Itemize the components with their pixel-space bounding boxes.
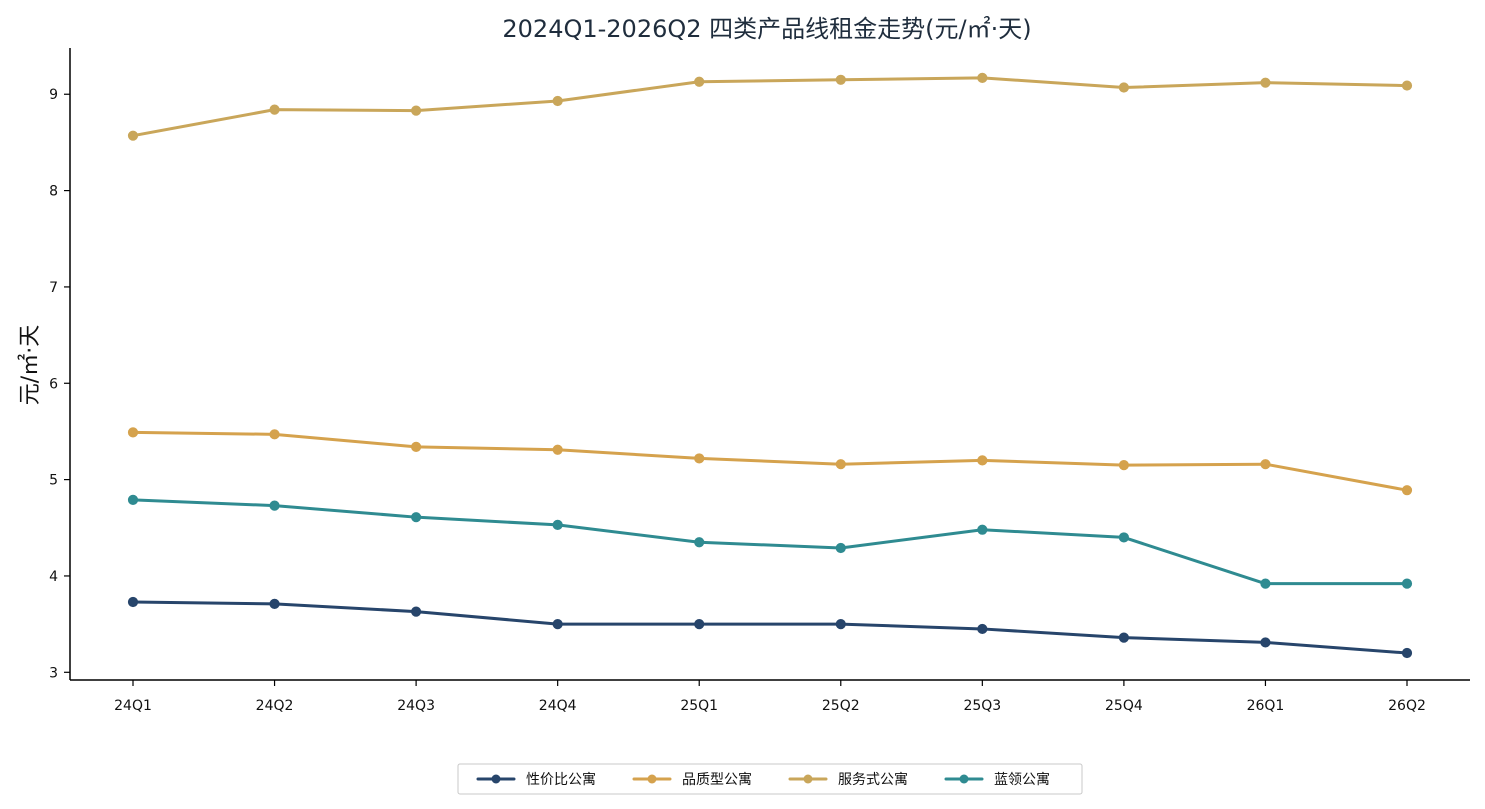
series-point	[411, 512, 422, 523]
legend-box	[457, 763, 1083, 795]
series-point	[835, 74, 846, 85]
series-point	[1118, 532, 1129, 543]
series-point	[977, 455, 988, 466]
legend-marker	[491, 774, 501, 784]
series-point	[835, 542, 846, 554]
series-line	[131, 498, 1409, 586]
series-point	[127, 427, 139, 438]
x-tick-label: 25Q4	[1105, 698, 1143, 714]
legend-marker	[803, 774, 813, 784]
series-layer	[127, 72, 1413, 659]
legend-label: 品质型公寓	[682, 771, 752, 788]
series-point	[977, 524, 988, 535]
series-group	[127, 494, 1413, 589]
x-tick-label: 25Q2	[822, 698, 860, 714]
legend-marker	[959, 774, 969, 784]
y-tick-label: 5	[49, 473, 58, 489]
series-point	[411, 606, 422, 617]
series-point	[694, 619, 705, 630]
x-tick-label: 24Q2	[256, 698, 294, 714]
series-point	[552, 619, 563, 630]
series-point	[694, 453, 705, 464]
series-point	[1260, 77, 1271, 88]
legend-label: 服务式公寓	[838, 771, 908, 788]
series-point	[1118, 632, 1129, 643]
series-point	[127, 596, 139, 608]
series-line	[131, 600, 1409, 655]
series-point	[694, 76, 705, 87]
series-point	[1118, 82, 1129, 93]
series-point	[1118, 460, 1129, 471]
series-point	[1401, 80, 1413, 91]
series-point	[977, 72, 988, 83]
series-point	[977, 623, 988, 635]
y-tick-label: 7	[49, 280, 58, 296]
series-point	[552, 95, 563, 107]
series-point	[1260, 578, 1271, 589]
series-point	[835, 619, 846, 630]
series-point	[552, 519, 563, 530]
series-point	[1260, 637, 1271, 648]
series-point	[835, 459, 846, 470]
axes-layer: 3 4 5 6 7 8 9 24Q1 24Q2 24Q3 24Q4 25Q1 25Q2 25Q3 25Q4 2…	[49, 48, 1470, 714]
x-tick-label: 24Q3	[397, 698, 435, 714]
x-tick-label: 24Q1	[114, 698, 152, 714]
series-point	[552, 444, 563, 455]
series-point	[269, 429, 280, 440]
series-group	[127, 72, 1413, 141]
series-point	[1260, 459, 1271, 470]
legend-label: 蓝领公寓	[994, 771, 1050, 788]
y-tick-label: 6	[49, 376, 58, 392]
series-point	[411, 105, 422, 116]
y-tick-label: 8	[49, 184, 58, 200]
series-point	[127, 494, 139, 505]
series-group	[127, 596, 1413, 659]
series-point	[1401, 578, 1413, 589]
series-point	[127, 130, 139, 141]
x-tick-label: 26Q2	[1388, 698, 1426, 714]
series-point	[269, 500, 280, 511]
series-point	[1401, 485, 1413, 496]
x-tick-label: 25Q3	[963, 698, 1001, 714]
series-point	[694, 537, 705, 548]
legend: 性价比公寓 品质型公寓 服务式公寓 蓝领公寓	[457, 763, 1083, 795]
series-line	[131, 430, 1409, 492]
y-tick-label: 3	[49, 665, 58, 681]
series-point	[269, 598, 280, 609]
y-axis-label: 元/㎡·天	[17, 325, 43, 405]
legend-marker	[647, 774, 657, 784]
x-tick-label: 26Q1	[1247, 698, 1285, 714]
series-point	[411, 441, 422, 452]
y-tick-label: 9	[49, 87, 58, 103]
series-group	[127, 427, 1413, 496]
series-point	[269, 104, 280, 115]
x-tick-label: 25Q1	[680, 698, 718, 714]
legend-label: 性价比公寓	[526, 771, 596, 788]
x-tick-label: 24Q4	[539, 698, 577, 714]
series-point	[1401, 647, 1413, 659]
y-tick-label: 4	[49, 569, 58, 585]
chart-title: 2024Q1-2026Q2 四类产品线租金走势(元/㎡·天)	[502, 15, 1031, 43]
series-line	[131, 76, 1409, 138]
